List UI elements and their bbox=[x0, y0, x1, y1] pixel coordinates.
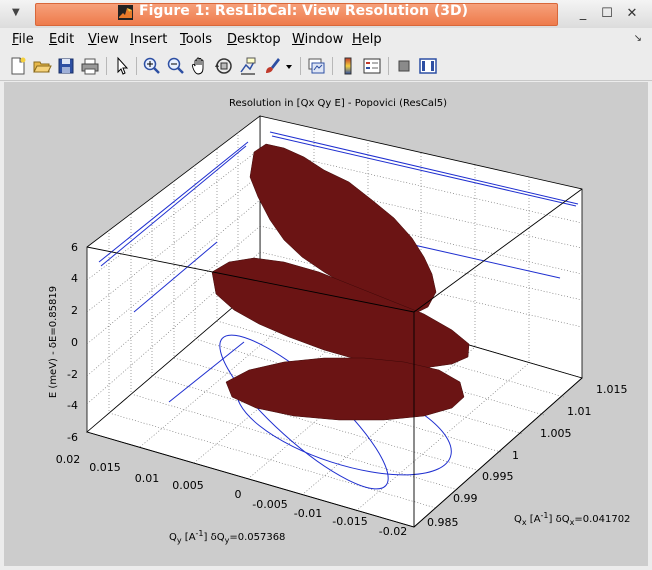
zoom-in-icon[interactable] bbox=[142, 56, 162, 76]
figure-toolbar bbox=[0, 52, 652, 81]
window-title-bar[interactable]: ▼ Figure 1: ResLibCal: View Resolution (… bbox=[0, 0, 652, 29]
x-tick: 1.015 bbox=[596, 383, 628, 396]
minimize-button[interactable]: _ bbox=[579, 6, 587, 21]
x-tick: 0.99 bbox=[453, 492, 478, 505]
x-tick: 0.995 bbox=[482, 470, 514, 483]
z-tick-labels: 6 4 2 0 -2 -4 -6 bbox=[67, 241, 78, 444]
y-tick: -0.015 bbox=[332, 515, 367, 528]
maximize-button[interactable]: ☐ bbox=[601, 6, 613, 21]
title-highlight bbox=[35, 3, 558, 26]
rotate-3d-icon[interactable] bbox=[214, 56, 234, 76]
y-tick: -0.005 bbox=[252, 498, 287, 511]
axes-box-front bbox=[86, 188, 583, 528]
menu-insert[interactable]: Insert bbox=[130, 32, 168, 47]
data-cursor-icon[interactable] bbox=[238, 56, 258, 76]
save-icon[interactable] bbox=[56, 56, 76, 76]
x-tick: 1.01 bbox=[567, 405, 592, 418]
window-title: Figure 1: ResLibCal: View Resolution (3D… bbox=[139, 3, 468, 19]
ellipsoid-floor-projection bbox=[225, 357, 465, 421]
z-tick: -6 bbox=[67, 431, 78, 444]
ellipsoid-projection-qx-e bbox=[249, 143, 437, 315]
y-tick-labels: 0.02 0.015 0.01 0.005 0 -0.005 -0.01 -0.… bbox=[56, 453, 407, 538]
open-file-icon[interactable] bbox=[32, 56, 52, 76]
y-tick: -0.01 bbox=[294, 507, 322, 520]
y-tick: 0.005 bbox=[172, 479, 204, 492]
y-tick: 0.015 bbox=[89, 461, 121, 474]
toolbar-separator bbox=[388, 57, 389, 75]
menu-tools[interactable]: Tools bbox=[180, 32, 213, 47]
z-tick: 4 bbox=[71, 272, 78, 285]
link-plot-icon[interactable] bbox=[306, 56, 326, 76]
plot-title: Resolution in [Qx Qy E] - Popovici (ResC… bbox=[229, 98, 447, 109]
z-tick: -2 bbox=[67, 368, 78, 381]
toolbar-separator bbox=[300, 57, 301, 75]
z-tick: 2 bbox=[71, 304, 78, 317]
z-axis-label: E (meV) - δE=0.85819 bbox=[48, 286, 59, 398]
brush-dropdown-icon[interactable] bbox=[284, 56, 294, 76]
show-plot-tools-icon[interactable] bbox=[418, 56, 438, 76]
dock-figure-icon[interactable]: ↘ bbox=[633, 33, 642, 44]
colorbar-icon[interactable] bbox=[338, 56, 358, 76]
menu-view[interactable]: View bbox=[88, 32, 119, 47]
z-tick: 0 bbox=[71, 336, 78, 349]
menu-edit[interactable]: Edit bbox=[49, 32, 75, 47]
zoom-out-icon[interactable] bbox=[166, 56, 186, 76]
new-figure-icon[interactable] bbox=[8, 56, 28, 76]
window-menu-icon[interactable]: ▼ bbox=[12, 7, 20, 18]
z-tick: -4 bbox=[67, 399, 78, 412]
menu-bar: File Edit View Insert Tools Desktop Wind… bbox=[0, 28, 652, 52]
x-axis-label: Qx [A-1] δQx=0.041702 bbox=[514, 511, 630, 527]
x-tick: 1.005 bbox=[540, 427, 572, 440]
pan-hand-icon[interactable] bbox=[190, 56, 210, 76]
toolbar-separator bbox=[106, 57, 107, 75]
y-tick: 0 bbox=[235, 488, 242, 501]
toolbar-separator bbox=[332, 57, 333, 75]
y-tick: 0.01 bbox=[135, 472, 160, 485]
y-axis-label: Qy [A-1] δQy=0.057368 bbox=[169, 529, 285, 545]
figure-canvas[interactable]: Resolution in [Qx Qy E] - Popovici (ResC… bbox=[4, 82, 648, 566]
matlab-logo-icon bbox=[118, 5, 133, 20]
brush-icon[interactable] bbox=[262, 56, 282, 76]
menu-window[interactable]: Window bbox=[292, 32, 344, 47]
close-button[interactable]: ✕ bbox=[626, 6, 638, 21]
y-tick: -0.02 bbox=[379, 525, 407, 538]
legend-icon[interactable] bbox=[362, 56, 382, 76]
edit-plot-arrow-icon[interactable] bbox=[112, 56, 132, 76]
resolution-3d-plot[interactable]: Resolution in [Qx Qy E] - Popovici (ResC… bbox=[4, 82, 648, 566]
x-tick: 1 bbox=[512, 449, 519, 462]
hide-plot-tools-icon[interactable] bbox=[394, 56, 414, 76]
ellipsoid-projection-qx-qy bbox=[211, 257, 470, 369]
x-tick-labels: 0.985 0.99 0.995 1 1.005 1.01 1.015 bbox=[427, 383, 628, 529]
menu-file[interactable]: File bbox=[12, 32, 34, 47]
print-icon[interactable] bbox=[80, 56, 100, 76]
menu-help[interactable]: Help bbox=[352, 32, 382, 47]
z-tick: 6 bbox=[71, 241, 78, 254]
y-tick: 0.02 bbox=[56, 453, 81, 466]
resolution-ellipsoids bbox=[211, 143, 470, 421]
toolbar-separator bbox=[136, 57, 137, 75]
menu-desktop[interactable]: Desktop bbox=[227, 32, 281, 47]
x-tick: 0.985 bbox=[427, 516, 459, 529]
